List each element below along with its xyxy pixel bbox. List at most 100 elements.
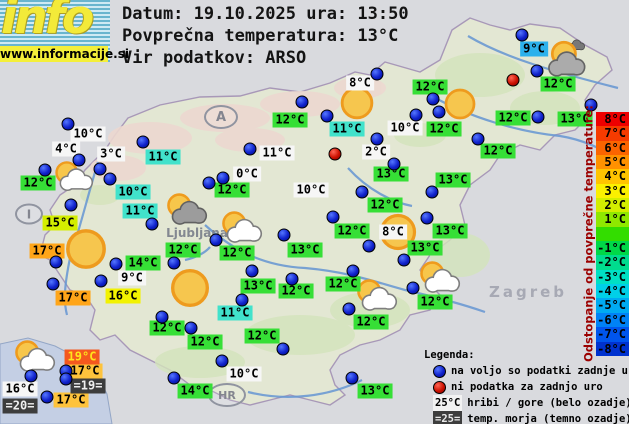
station-dot-blue (342, 302, 356, 316)
station-dot-blue (145, 217, 159, 231)
station-temp-chip: 12°C (165, 242, 201, 258)
station-dot-blue (93, 162, 107, 176)
station-temp-chip: 13°C (557, 111, 593, 127)
deviation-scale-title: Odstopanje od povprečne temperature: (581, 105, 596, 363)
station-temp-chip: 12°C (20, 175, 56, 191)
station-dot-blue (387, 157, 401, 171)
station-dot-blue (202, 176, 216, 190)
sun-icon (169, 267, 211, 309)
station-temp-chip: 14°C (125, 255, 161, 271)
station-temp-chip: 10°C (293, 182, 329, 198)
station-dot-blue (426, 92, 440, 106)
station-dot-blue (46, 277, 60, 291)
scale-cell: -4°C (596, 284, 629, 299)
station-dot-blue (345, 371, 359, 385)
legend-row-red: ni podatka za zadnjo uro (424, 379, 629, 395)
station-dot-blue (59, 372, 73, 386)
station-dot-blue (584, 98, 598, 112)
logo[interactable]: info www.informacije.si (0, 0, 129, 62)
station-dot-blue (109, 257, 123, 271)
station-temp-chip: 12°C (367, 197, 403, 213)
scale-cell: -1°C (596, 241, 629, 256)
station-temp-chip: =19= (70, 378, 106, 394)
station-temp-chip: 12°C (353, 314, 389, 330)
deviation-scale: Odstopanje od povprečne temperature: 8°C… (582, 106, 629, 362)
station-dot-blue (94, 274, 108, 288)
header: Datum: 19.10.2025 ura: 13:50 Povprečna t… (122, 3, 409, 69)
station-temp-chip: 10°C (387, 120, 423, 136)
station-temp-chip: 12°C (219, 245, 255, 261)
station-temp-chip: 13°C (435, 172, 471, 188)
station-dot-blue (38, 163, 52, 177)
station-dot-blue (420, 211, 434, 225)
station-dot-blue (346, 264, 360, 278)
scale-cell: -8°C (596, 341, 629, 356)
station-dot-blue (72, 153, 86, 167)
station-temp-chip: 13°C (373, 166, 409, 182)
scale-cell: -2°C (596, 255, 629, 270)
station-temp-chip: 12°C (417, 294, 453, 310)
station-temp-chip: 17°C (29, 243, 65, 259)
sun-behind-cloud-icon (52, 160, 98, 194)
legend-row-blue: na voljo so podatki zadnje ure (424, 363, 629, 379)
scale-cell: 5°C (596, 155, 629, 170)
station-dot-blue (61, 117, 75, 131)
station-dot-blue (530, 64, 544, 78)
scale-cell: -3°C (596, 269, 629, 285)
legend-dark-chip: =25= (433, 411, 463, 424)
station-temp-chip: 4°C (52, 141, 80, 157)
station-temp-chip: 10°C (115, 184, 151, 200)
sun-behind-cloud-icon (12, 339, 61, 375)
station-dot-blue (362, 239, 376, 253)
station-temp-chip: 11°C (122, 203, 158, 219)
deviation-scale-cells: 8°C 7°C 6°C 5°C 4°C 3°C 2°C 1°C -1°C -2°C -3°C -4°C… (596, 112, 629, 356)
station-temp-chip: 12°C (480, 143, 516, 159)
station-temp-chip: 19°C (64, 349, 100, 365)
sun-behind-cloud-icon (354, 278, 403, 314)
station-dot-red (506, 73, 520, 87)
station-temp-chip: 11°C (217, 305, 253, 321)
station-dot-blue (425, 185, 439, 199)
station-dot-blue (531, 110, 545, 124)
legend-white-chip: 25°C (433, 395, 463, 411)
legend-sea-text: temp. morja (temno ozadje) (467, 413, 629, 424)
station-dot-blue (277, 228, 291, 242)
legend-row-mountain: 25°C hribi / gore (belo ozadje) (424, 395, 629, 411)
station-temp-chip: 0°C (233, 166, 261, 182)
station-temp-chip: 12°C (149, 320, 185, 336)
station-dot-blue (64, 198, 78, 212)
station-temp-chip: 12°C (278, 283, 314, 299)
city-label-zagreb: Zagreb (488, 283, 568, 301)
station-dot-blue (209, 233, 223, 247)
station-temp-chip: 8°C (346, 75, 374, 91)
legend-blue-dot-icon (433, 364, 446, 378)
station-temp-chip: 12°C (426, 121, 462, 137)
station-temp-chip: 17°C (55, 290, 91, 306)
sun-behind-cloud-icon (219, 210, 268, 246)
station-temp-chip: 17°C (67, 363, 103, 379)
station-temp-chip: 13°C (357, 383, 393, 399)
scale-cell (596, 226, 629, 242)
scale-cell: -6°C (596, 312, 629, 328)
sun-icon (64, 227, 108, 271)
legend-red-dot-icon (433, 380, 446, 394)
station-temp-chip: 13°C (407, 240, 443, 256)
sun-behind-gray-cloud-icon (164, 192, 213, 228)
station-temp-chip: =20= (2, 398, 38, 414)
header-source-line: Vir podatkov: ARSO (122, 48, 307, 68)
station-dot-blue (49, 255, 63, 269)
sun-icon (443, 87, 477, 121)
header-avg-temp-line: Povprečna temperatura: 13°C (122, 26, 399, 46)
station-temp-chip: 9°C (520, 41, 548, 57)
logo-url: www.informacije.si (0, 46, 129, 62)
station-temp-chip: 12°C (495, 110, 531, 126)
station-dot-blue (40, 390, 54, 404)
station-dot-blue (276, 342, 290, 356)
station-dot-blue (243, 142, 257, 156)
station-dot-blue (245, 264, 259, 278)
station-temp-chip: 17°C (53, 392, 89, 408)
legend-title: Legenda: (424, 349, 475, 361)
station-dot-blue (406, 281, 420, 295)
sun-behind-clouds-icon (540, 38, 592, 78)
station-dot-blue (326, 210, 340, 224)
